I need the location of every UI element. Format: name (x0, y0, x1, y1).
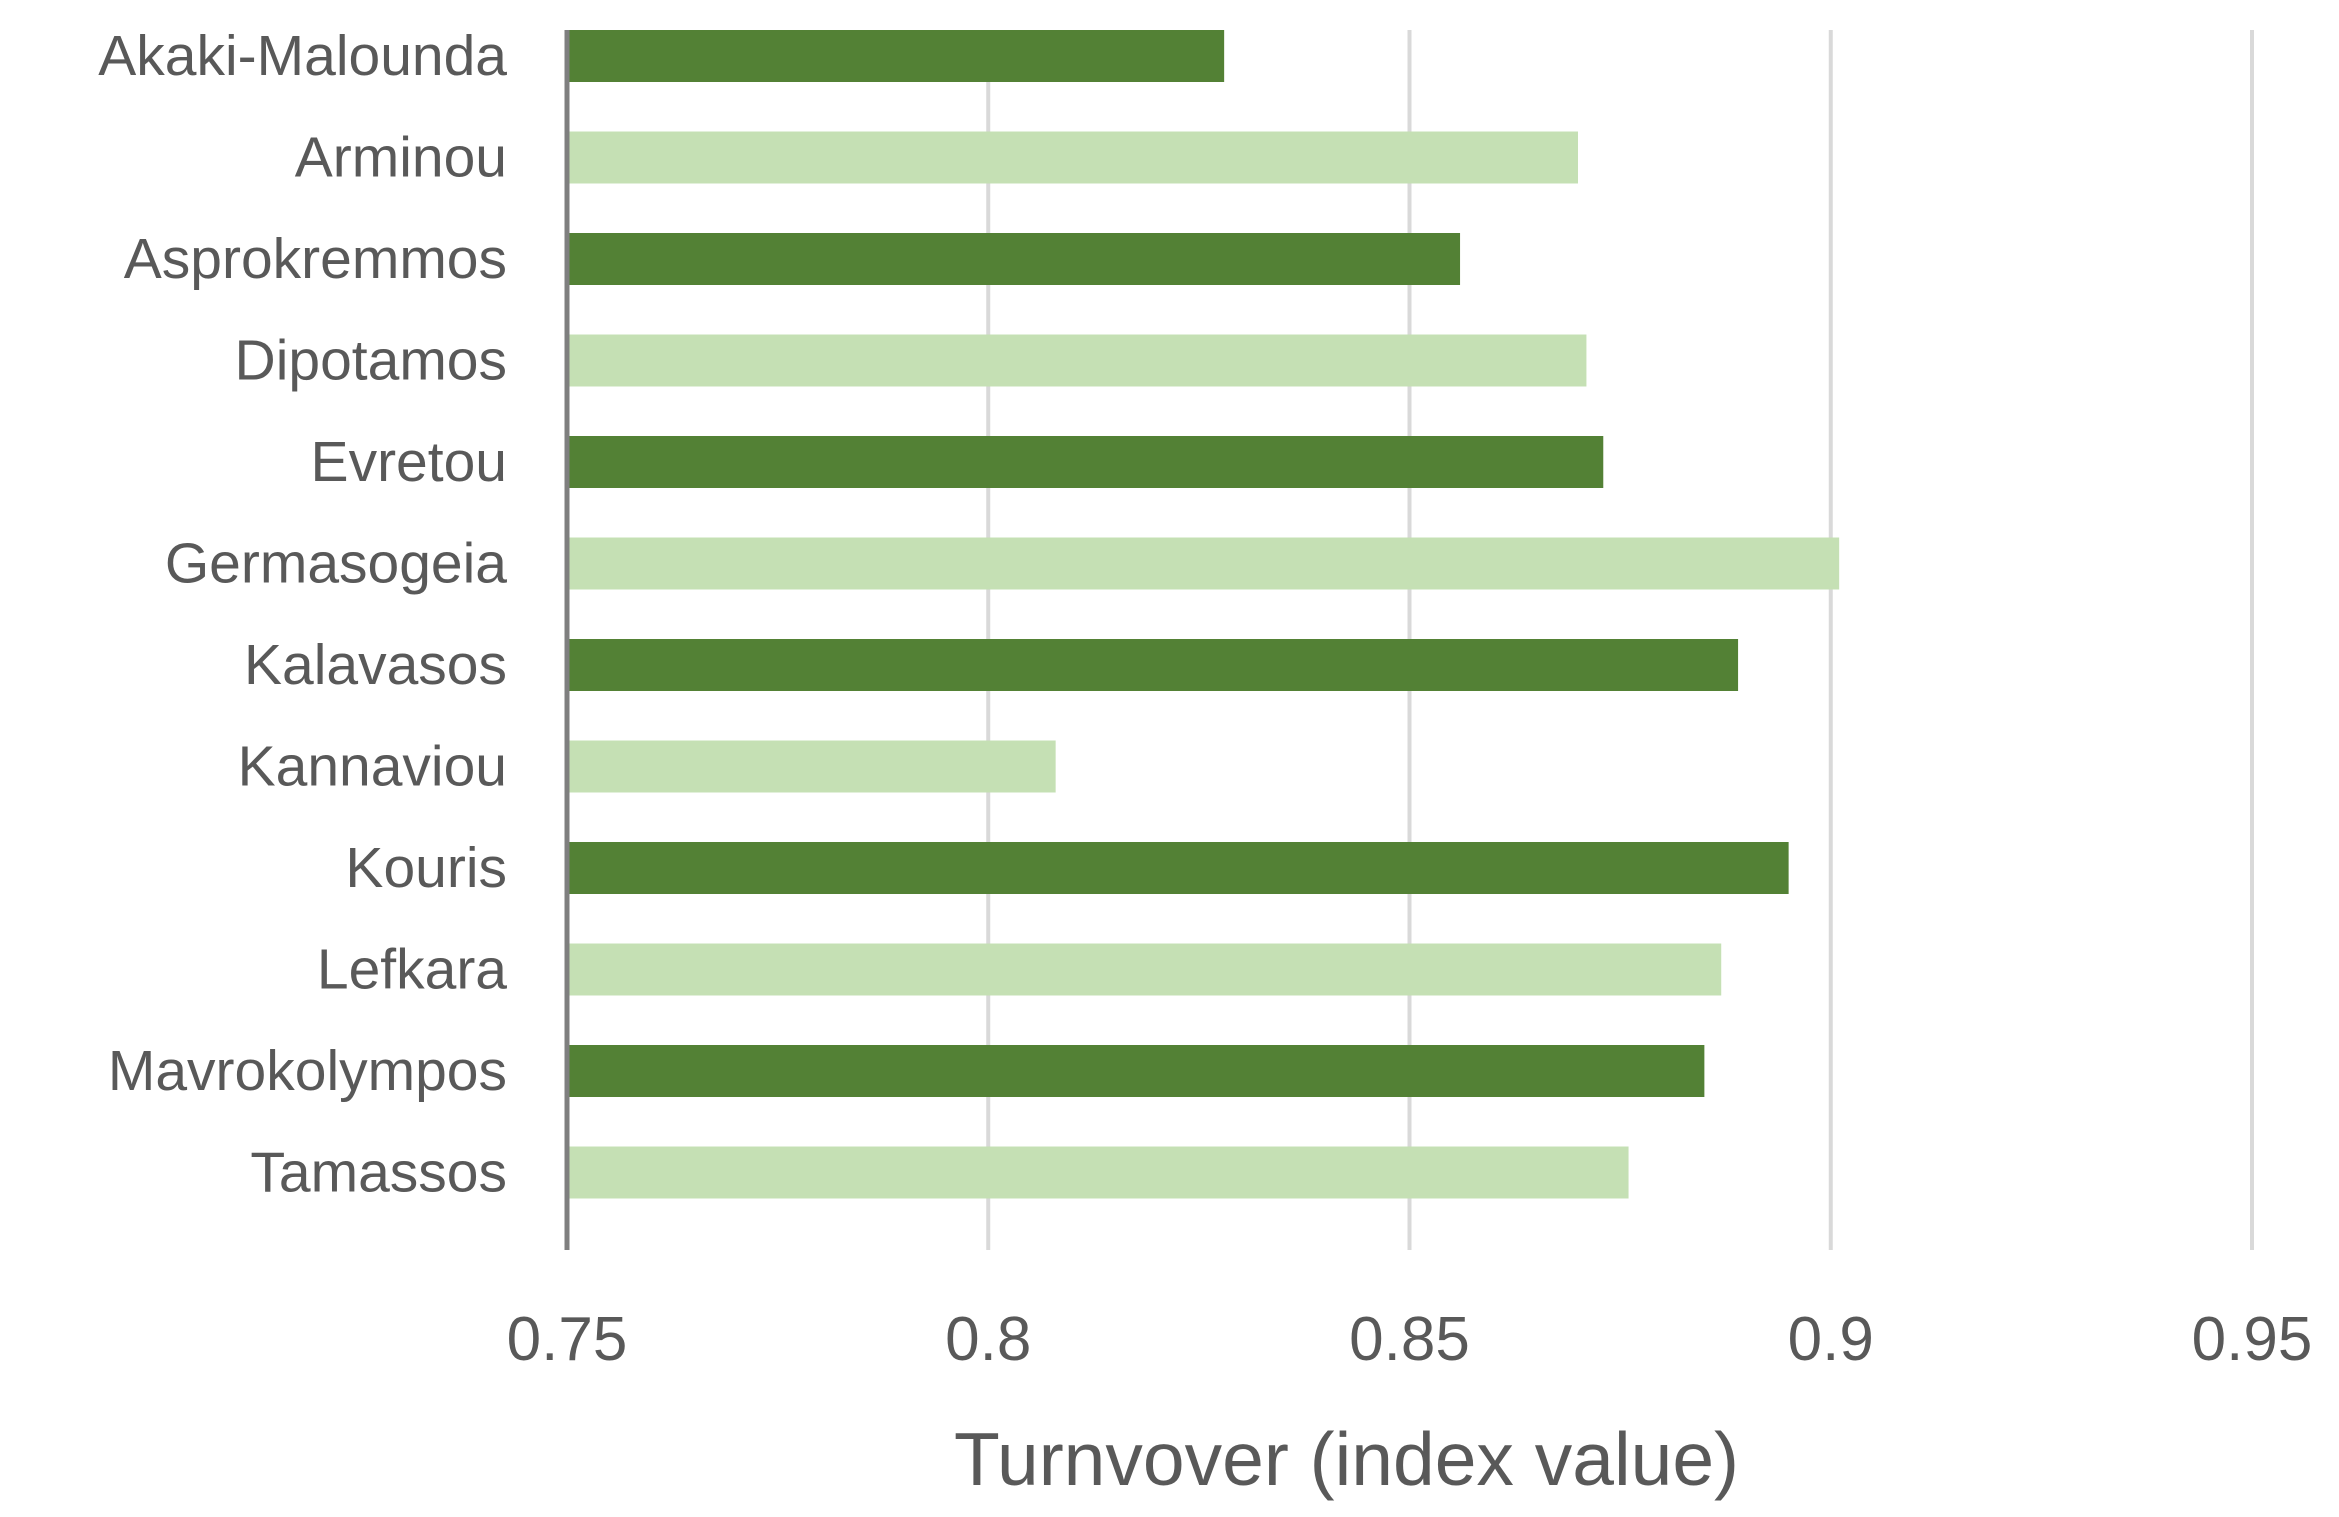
category-labels: Akaki-Malounda Arminou Asprokremmos Dipotam… (98, 24, 507, 1205)
category-label: Kouris (345, 836, 507, 900)
x-tick-label: 0.75 (507, 1305, 628, 1374)
category-label: Asprokremmos (124, 227, 507, 291)
category-label: Kalavasos (244, 633, 507, 697)
category-label: Tamassos (250, 1141, 507, 1205)
category-label: Mavrokolympos (108, 1039, 507, 1103)
bar-kannaviou (567, 740, 1056, 793)
bar-kalavasos (567, 639, 1739, 691)
bar-tamassos (567, 1146, 1629, 1199)
bar-lefkara (567, 943, 1722, 996)
x-tick-label: 0.8 (945, 1305, 1031, 1374)
bars (567, 30, 1840, 1199)
category-label: Kannaviou (238, 735, 507, 799)
category-label: Arminou (295, 126, 507, 190)
bar-germasogeia (567, 537, 1840, 590)
bar-evretou (567, 436, 1604, 488)
x-tick-label: 0.95 (2192, 1305, 2313, 1374)
x-axis-title: Turnvover (index value) (954, 1417, 1739, 1501)
bar-kouris (567, 842, 1789, 894)
bar-asprokremmos (567, 233, 1461, 285)
bar-akaki-malounda (567, 30, 1225, 82)
category-label: Akaki-Malounda (98, 24, 507, 88)
x-tick-label: 0.85 (1349, 1305, 1470, 1374)
category-label: Lefkara (317, 938, 507, 1002)
bar-arminou (567, 131, 1578, 184)
x-tick-label: 0.9 (1788, 1305, 1874, 1374)
category-label: Dipotamos (235, 329, 507, 393)
bar-mavrokolympos (567, 1045, 1705, 1097)
x-tick-labels: 0.75 0.8 0.85 0.9 0.95 (507, 1305, 2313, 1374)
bar-dipotamos (567, 334, 1587, 387)
category-label: Germasogeia (165, 532, 507, 596)
category-label: Evretou (311, 430, 507, 494)
